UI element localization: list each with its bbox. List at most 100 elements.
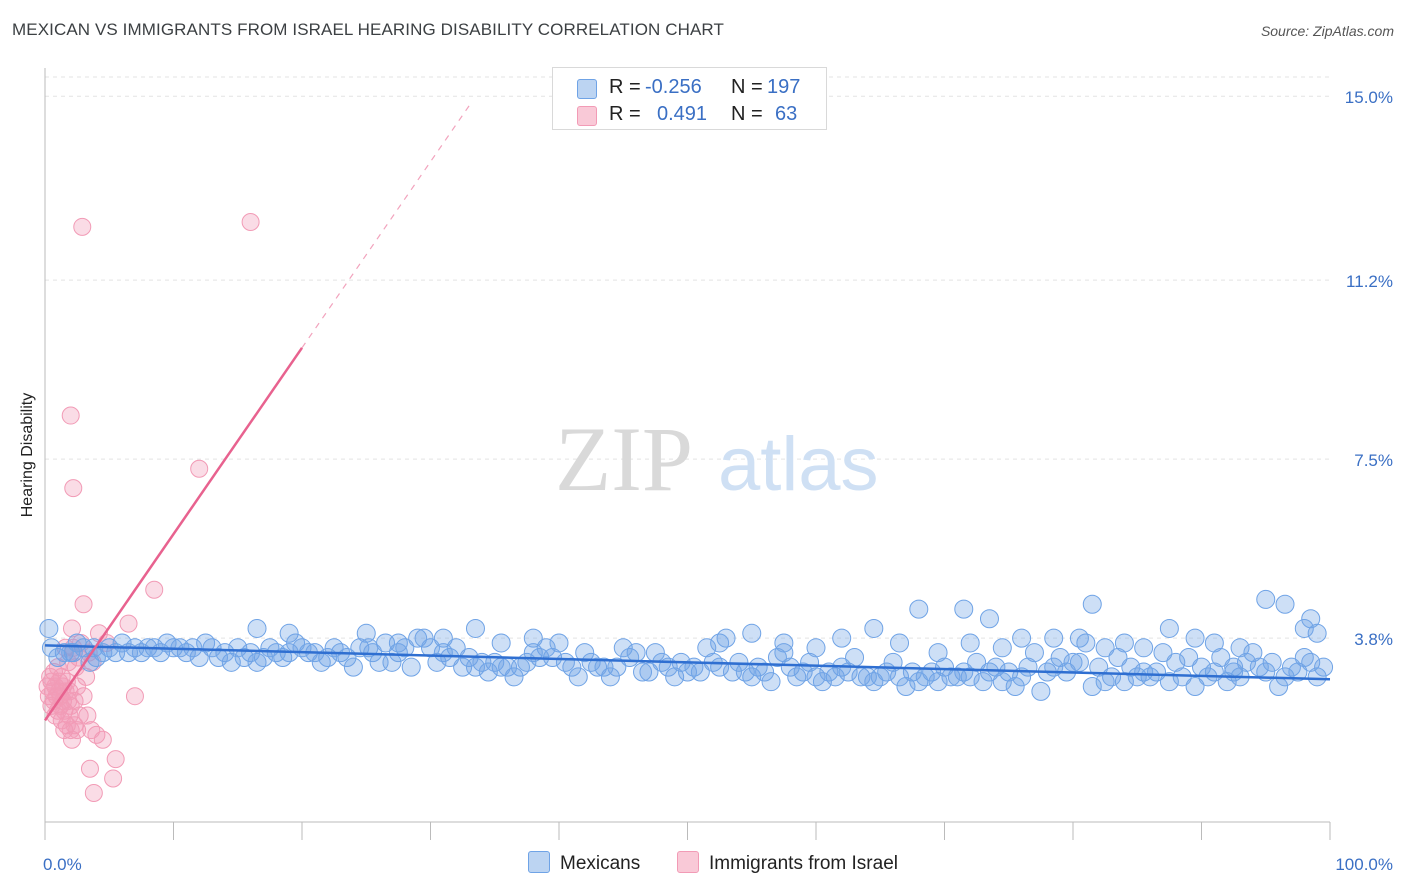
- mexican-point: [935, 657, 954, 677]
- legend-n-label: N =: [731, 76, 763, 98]
- mexican-point: [215, 643, 235, 663]
- mexican-point: [401, 657, 421, 677]
- source-label: Source: ZipAtlas.com: [1260, 23, 1394, 39]
- mexican-point: [767, 647, 787, 667]
- israel-points: [38, 213, 260, 802]
- grid-lines: [45, 76, 1330, 639]
- mexican-point: [247, 652, 267, 672]
- legend-r-value: 0.491: [657, 103, 708, 125]
- legend-swatch-pink: [577, 106, 597, 126]
- mexican-point: [639, 662, 659, 682]
- watermark-atlas: atlas: [718, 422, 879, 507]
- bottom-legend-swatch-blue: [528, 851, 550, 873]
- mexican-point: [1294, 647, 1314, 667]
- mexican-point: [1147, 662, 1167, 682]
- mexican-point: [1012, 628, 1032, 648]
- israel-point: [70, 706, 89, 725]
- mexican-point: [928, 643, 948, 663]
- mexican-points: [39, 589, 1334, 701]
- mexican-point: [1301, 652, 1321, 672]
- israel-trend-extension: [301, 105, 470, 349]
- mexican-point: [845, 647, 865, 667]
- legend-n-label: N =: [731, 103, 763, 125]
- mexican-point: [941, 667, 961, 687]
- mexican-point: [279, 623, 299, 643]
- mexican-point: [504, 667, 524, 687]
- mexican-point: [478, 662, 498, 682]
- legend-r-label: R =: [609, 103, 641, 125]
- mexican-point: [1082, 677, 1102, 697]
- mexican-point: [825, 667, 845, 687]
- mexican-point: [1134, 638, 1154, 658]
- bottom-legend-label-israel: Immigrants from Israel: [709, 853, 898, 874]
- y-tick-label: 3.8%: [1354, 630, 1393, 649]
- israel-point: [78, 706, 97, 725]
- israel-point: [84, 783, 103, 802]
- chart-title: MEXICAN VS IMMIGRANTS FROM ISRAEL HEARIN…: [12, 20, 724, 39]
- mexican-point: [967, 652, 987, 672]
- mexican-point: [633, 662, 653, 682]
- israel-point: [74, 595, 93, 614]
- mexican-point: [1089, 657, 1109, 677]
- israel-point: [93, 730, 112, 749]
- mexican-point: [864, 618, 884, 638]
- mexican-point: [1108, 647, 1128, 667]
- israel-point: [82, 721, 101, 740]
- mexican-point: [1185, 628, 1205, 648]
- mexican-point: [1095, 638, 1115, 658]
- mexican-point: [491, 633, 511, 653]
- mexican-point: [1044, 628, 1064, 648]
- mexican-point: [575, 643, 595, 663]
- israel-point: [241, 213, 260, 231]
- mexican-point: [1031, 681, 1051, 701]
- mexican-point: [343, 657, 363, 677]
- mexican-point: [960, 667, 980, 687]
- mexican-point: [1314, 657, 1334, 677]
- mexican-point: [234, 647, 254, 667]
- legend-r-label: R =: [609, 76, 641, 98]
- mexican-point: [356, 623, 376, 643]
- legend-swatch-blue: [577, 79, 597, 99]
- mexican-point: [787, 667, 807, 687]
- israel-point: [119, 614, 138, 633]
- mexican-point: [1082, 594, 1102, 614]
- mexican-point: [896, 677, 916, 697]
- mexican-point: [1179, 647, 1199, 667]
- israel-point: [65, 692, 84, 711]
- tick-labels: 3.8% 7.5% 11.2% 15.0% 0.0% 100.0%: [43, 88, 1393, 874]
- mexican-point: [793, 662, 813, 682]
- mexican-point: [954, 662, 974, 682]
- y-tick-label: 7.5%: [1354, 451, 1393, 470]
- mexican-point: [388, 633, 408, 653]
- israel-point: [104, 769, 123, 788]
- mexican-point: [465, 657, 485, 677]
- mexican-point: [806, 638, 826, 658]
- mexican-point: [1224, 662, 1244, 682]
- mexican-point: [1140, 667, 1160, 687]
- mexican-point: [992, 672, 1012, 692]
- mexican-point: [710, 633, 730, 653]
- israel-point: [68, 721, 87, 740]
- mexican-point: [1236, 652, 1256, 672]
- trend-lines: [43, 105, 1331, 722]
- mexican-point: [196, 633, 216, 653]
- mexican-point: [1211, 647, 1231, 667]
- y-tick-label: 15.0%: [1345, 88, 1393, 107]
- mexican-point: [1288, 662, 1308, 682]
- mexican-point: [832, 628, 852, 648]
- mexican-point: [588, 657, 608, 677]
- watermark-zip: ZIP: [555, 408, 693, 510]
- mexican-point: [1230, 638, 1250, 658]
- mexican-point: [253, 647, 273, 667]
- mexican-point: [992, 638, 1012, 658]
- mexican-point: [395, 638, 415, 658]
- mexican-point: [909, 599, 929, 619]
- israel-point: [73, 217, 92, 236]
- mexican-point: [568, 667, 588, 687]
- israel-point: [125, 687, 144, 706]
- bottom-legend-mexicans: Mexicans: [528, 851, 640, 875]
- mexican-point: [607, 657, 627, 677]
- israel-point: [190, 459, 209, 478]
- mexican-point: [1275, 594, 1295, 614]
